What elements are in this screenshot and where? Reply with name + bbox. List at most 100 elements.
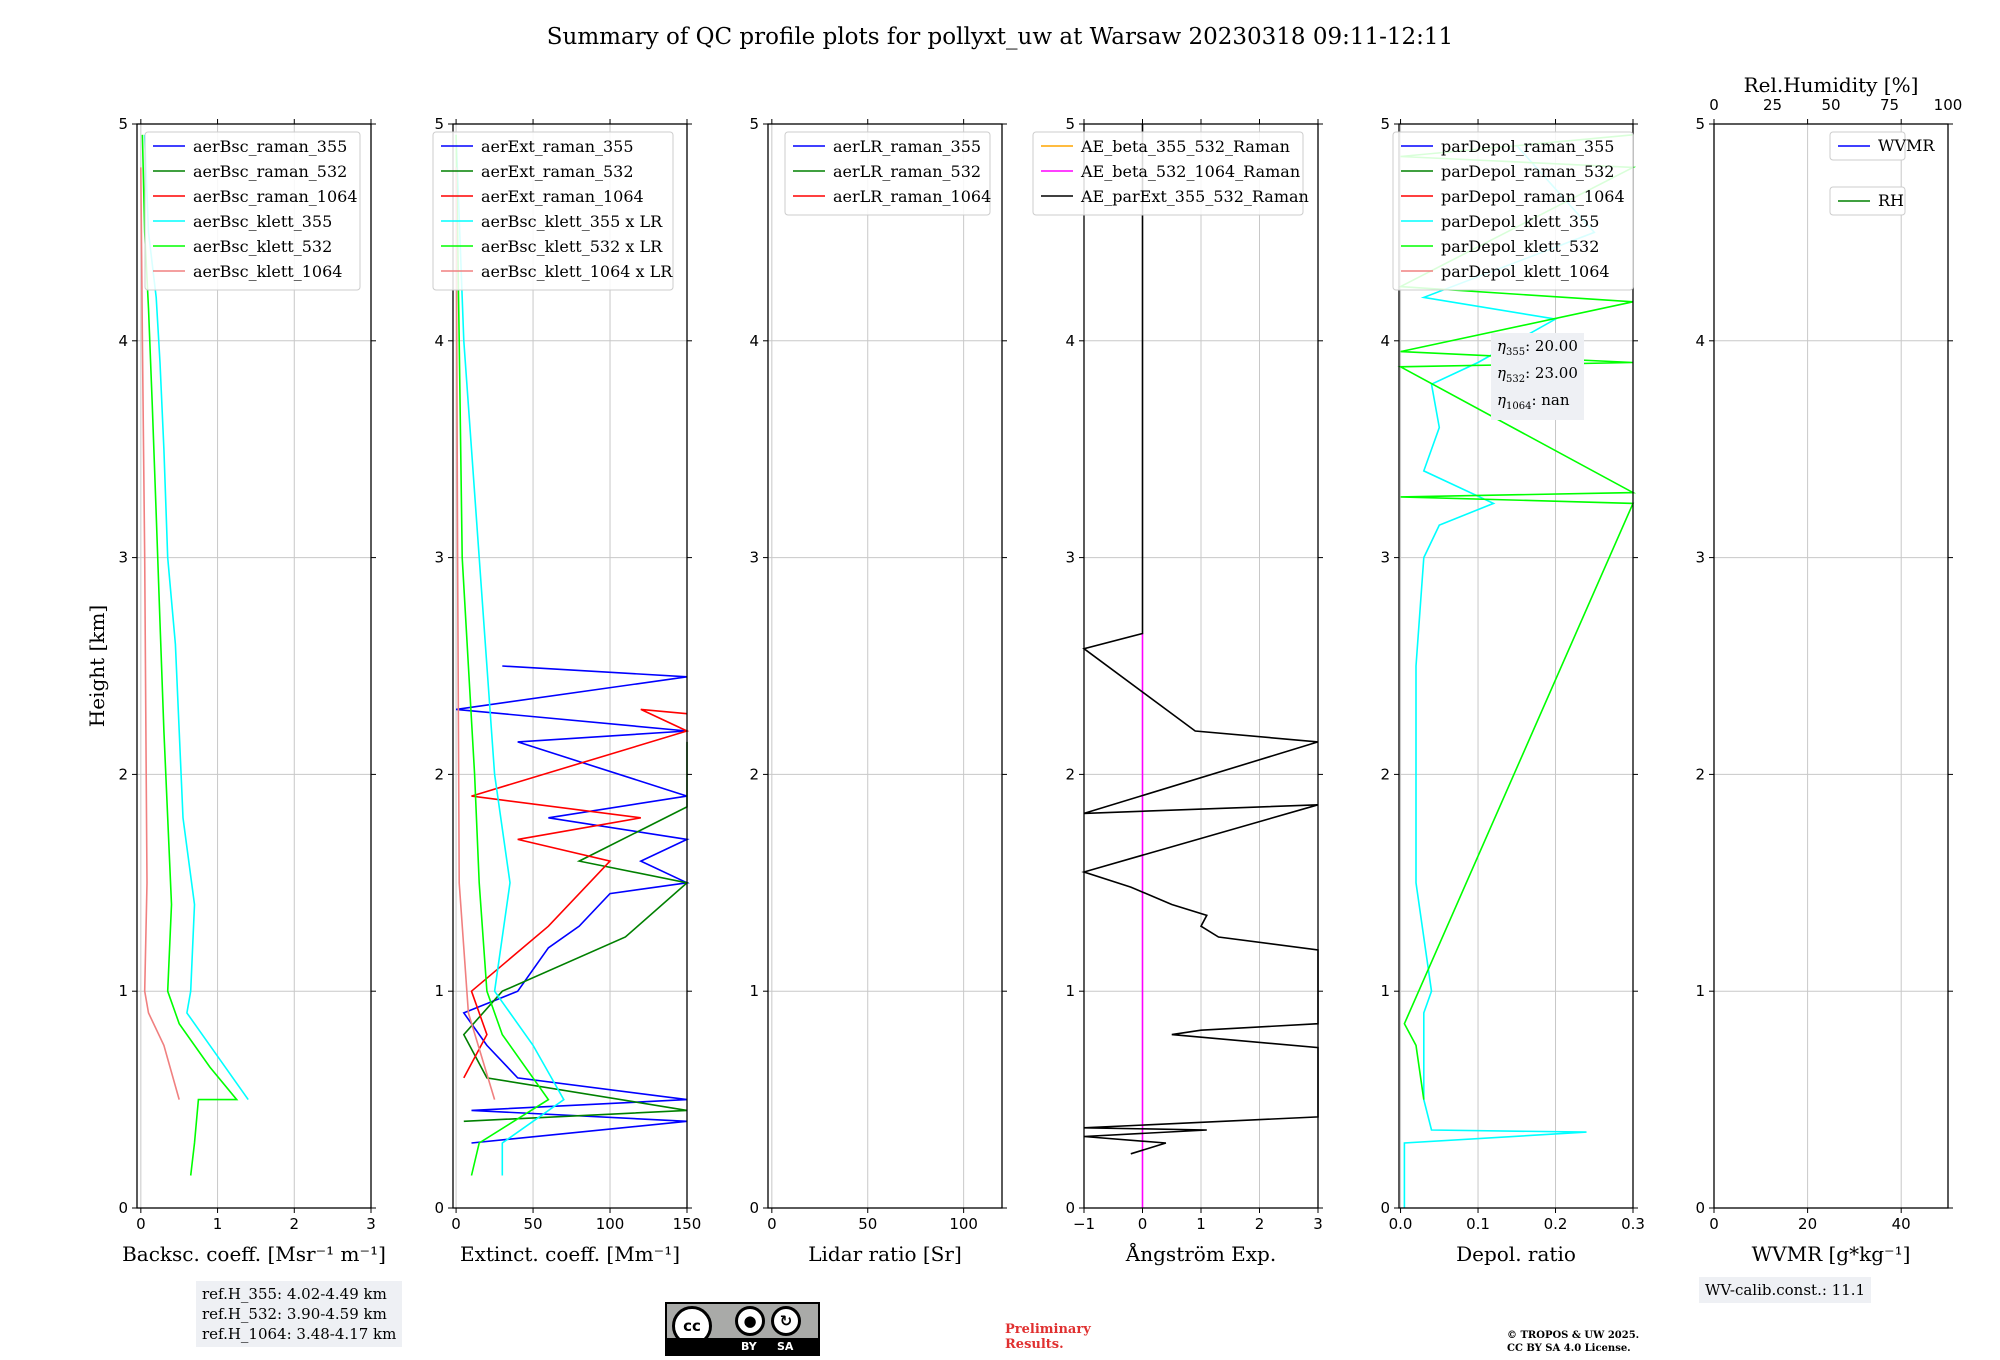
y-tick-label: 0 xyxy=(118,1199,128,1217)
x-tick-label: 0.2 xyxy=(1544,1215,1568,1233)
preliminary-line-2: Results. xyxy=(1005,1337,1064,1352)
x-tick-label: 0 xyxy=(451,1215,461,1233)
x-tick-label: −1 xyxy=(1073,1215,1095,1233)
x-tick-label: 0.3 xyxy=(1621,1215,1645,1233)
eta-355: η355: 20.00 xyxy=(1497,337,1578,358)
legend-label: AE_parExt_355_532_Raman xyxy=(1080,187,1309,206)
x-tick-label: 40 xyxy=(1892,1215,1911,1233)
cc-by-label: BY xyxy=(741,1340,757,1353)
legend-label: aerExt_raman_1064 xyxy=(481,187,644,206)
x-tick-label: 20 xyxy=(1798,1215,1817,1233)
legend-label: aerBsc_raman_355 xyxy=(193,137,347,156)
x-tick-label: 1 xyxy=(213,1215,223,1233)
y-tick-label: 3 xyxy=(434,549,444,567)
x-tick-label: 0 xyxy=(136,1215,146,1233)
y-tick-label: 2 xyxy=(118,765,128,783)
eta-1064: η1064: nan xyxy=(1497,391,1570,412)
legend-label: AE_beta_532_1064_Raman xyxy=(1080,162,1300,181)
series-line-aerBsc_klett_355 x LR xyxy=(455,134,565,1176)
eta-box: η355: 20.00 η532: 23.00 η1064: nan xyxy=(1491,333,1584,420)
y-tick-label: 1 xyxy=(1695,982,1705,1000)
axes-frame xyxy=(136,123,372,1209)
legend-label: parDepol_klett_532 xyxy=(1441,237,1599,256)
x-tick-label: 50 xyxy=(524,1215,543,1233)
x-axis-label: Depol. ratio xyxy=(1456,1242,1576,1266)
ref-height-1064: ref.H_1064: 3.48-4.17 km xyxy=(202,1325,397,1343)
x-axis-label: Backsc. coeff. [Msr⁻¹ m⁻¹] xyxy=(122,1242,386,1266)
x2-tick-label: 100 xyxy=(1934,96,1963,114)
legend-label: aerLR_raman_1064 xyxy=(833,187,991,206)
x-tick-label: 0 xyxy=(1709,1215,1719,1233)
x-tick-label: 0.1 xyxy=(1466,1215,1490,1233)
by-person-icon: ● xyxy=(735,1306,765,1336)
x2-tick-label: 50 xyxy=(1821,96,1840,114)
cc-badge-band: BY SA xyxy=(667,1338,818,1354)
legend-box xyxy=(1032,131,1304,216)
legend-label: aerLR_raman_355 xyxy=(833,137,981,156)
y-tick-label: 3 xyxy=(749,549,759,567)
sa-share-icon: ↻ xyxy=(771,1306,801,1336)
x-tick-label: 1 xyxy=(1196,1215,1206,1233)
x-tick-label: 3 xyxy=(366,1215,376,1233)
x-tick-label: 100 xyxy=(596,1215,625,1233)
legend-label: parDepol_klett_355 xyxy=(1441,212,1599,231)
eta-532: η532: 23.00 xyxy=(1497,364,1578,385)
y-tick-label: 1 xyxy=(118,982,128,1000)
y-tick-label: 5 xyxy=(434,115,444,133)
legend-label: RH xyxy=(1878,191,1904,210)
series-line-aerBsc_klett_532 xyxy=(141,134,239,1176)
y-tick-label: 4 xyxy=(1695,332,1705,350)
y-tick-label: 3 xyxy=(118,549,128,567)
copyright-line-2: CC BY SA 4.0 License. xyxy=(1507,1343,1631,1354)
y-tick-label: 4 xyxy=(1065,332,1075,350)
y-tick-label: 0 xyxy=(434,1199,444,1217)
y-tick-label: 1 xyxy=(1065,982,1075,1000)
legend-label: parDepol_raman_1064 xyxy=(1441,187,1625,206)
y-axis-label: Height [km] xyxy=(85,605,109,727)
legend-label: aerBsc_klett_355 xyxy=(193,212,332,231)
y-tick-label: 4 xyxy=(1380,332,1390,350)
legend-label: aerBsc_klett_1064 xyxy=(193,262,342,281)
ref-height-355: ref.H_355: 4.02-4.49 km xyxy=(202,1285,387,1303)
y-tick-label: 1 xyxy=(749,982,759,1000)
preliminary-line-1: Preliminary xyxy=(1005,1322,1091,1337)
series-line-aerExt_raman_355 xyxy=(455,665,690,1144)
x-tick-label: 150 xyxy=(673,1215,702,1233)
preliminary-note: Preliminary Results. xyxy=(1005,1322,1091,1352)
series-line-aerBsc_klett_532 x LR xyxy=(455,134,550,1176)
y-tick-label: 2 xyxy=(434,765,444,783)
legend-label: aerBsc_klett_1064 x LR xyxy=(481,262,673,281)
series-line-aerBsc_klett_355 xyxy=(143,134,249,1101)
legend-label: parDepol_raman_355 xyxy=(1441,137,1614,156)
legend-box xyxy=(784,131,991,216)
series-line-aerExt_raman_1064 xyxy=(463,708,690,1079)
y-tick-label: 5 xyxy=(1065,115,1075,133)
legend-box xyxy=(432,131,674,291)
y-tick-label: 5 xyxy=(1380,115,1390,133)
axes-frame xyxy=(1398,123,1634,1209)
legend-label: aerBsc_klett_355 x LR xyxy=(481,212,663,231)
legend-label: aerBsc_raman_1064 xyxy=(193,187,358,206)
x-axis-label: WVMR [g*kg⁻¹] xyxy=(1752,1242,1911,1266)
y-tick-label: 5 xyxy=(1695,115,1705,133)
legend-label: aerBsc_klett_532 xyxy=(193,237,332,256)
series-line-aerExt_raman_532 xyxy=(462,741,689,1123)
x2-tick-label: 0 xyxy=(1709,96,1719,114)
legend-box xyxy=(144,131,361,291)
series-line-aerBsc_klett_1064 xyxy=(140,167,180,1100)
y-tick-label: 2 xyxy=(1065,765,1075,783)
x2-axis-label: Rel.Humidity [%] xyxy=(1744,73,1919,97)
x-tick-label: 0 xyxy=(1138,1215,1148,1233)
y-tick-label: 2 xyxy=(1380,765,1390,783)
y-tick-label: 4 xyxy=(749,332,759,350)
y-tick-label: 3 xyxy=(1695,549,1705,567)
cc-license-badge: cc ● ↻ BY SA xyxy=(665,1302,820,1356)
legend-label: WVMR xyxy=(1878,136,1935,155)
ref-height-532: ref.H_532: 3.90-4.59 km xyxy=(202,1305,387,1323)
cc-sa-label: SA xyxy=(777,1340,794,1353)
y-tick-label: 4 xyxy=(118,332,128,350)
legend-label: aerExt_raman_355 xyxy=(481,137,634,156)
x-axis-label: Ångström Exp. xyxy=(1125,1241,1276,1266)
x-tick-label: 0 xyxy=(767,1215,777,1233)
